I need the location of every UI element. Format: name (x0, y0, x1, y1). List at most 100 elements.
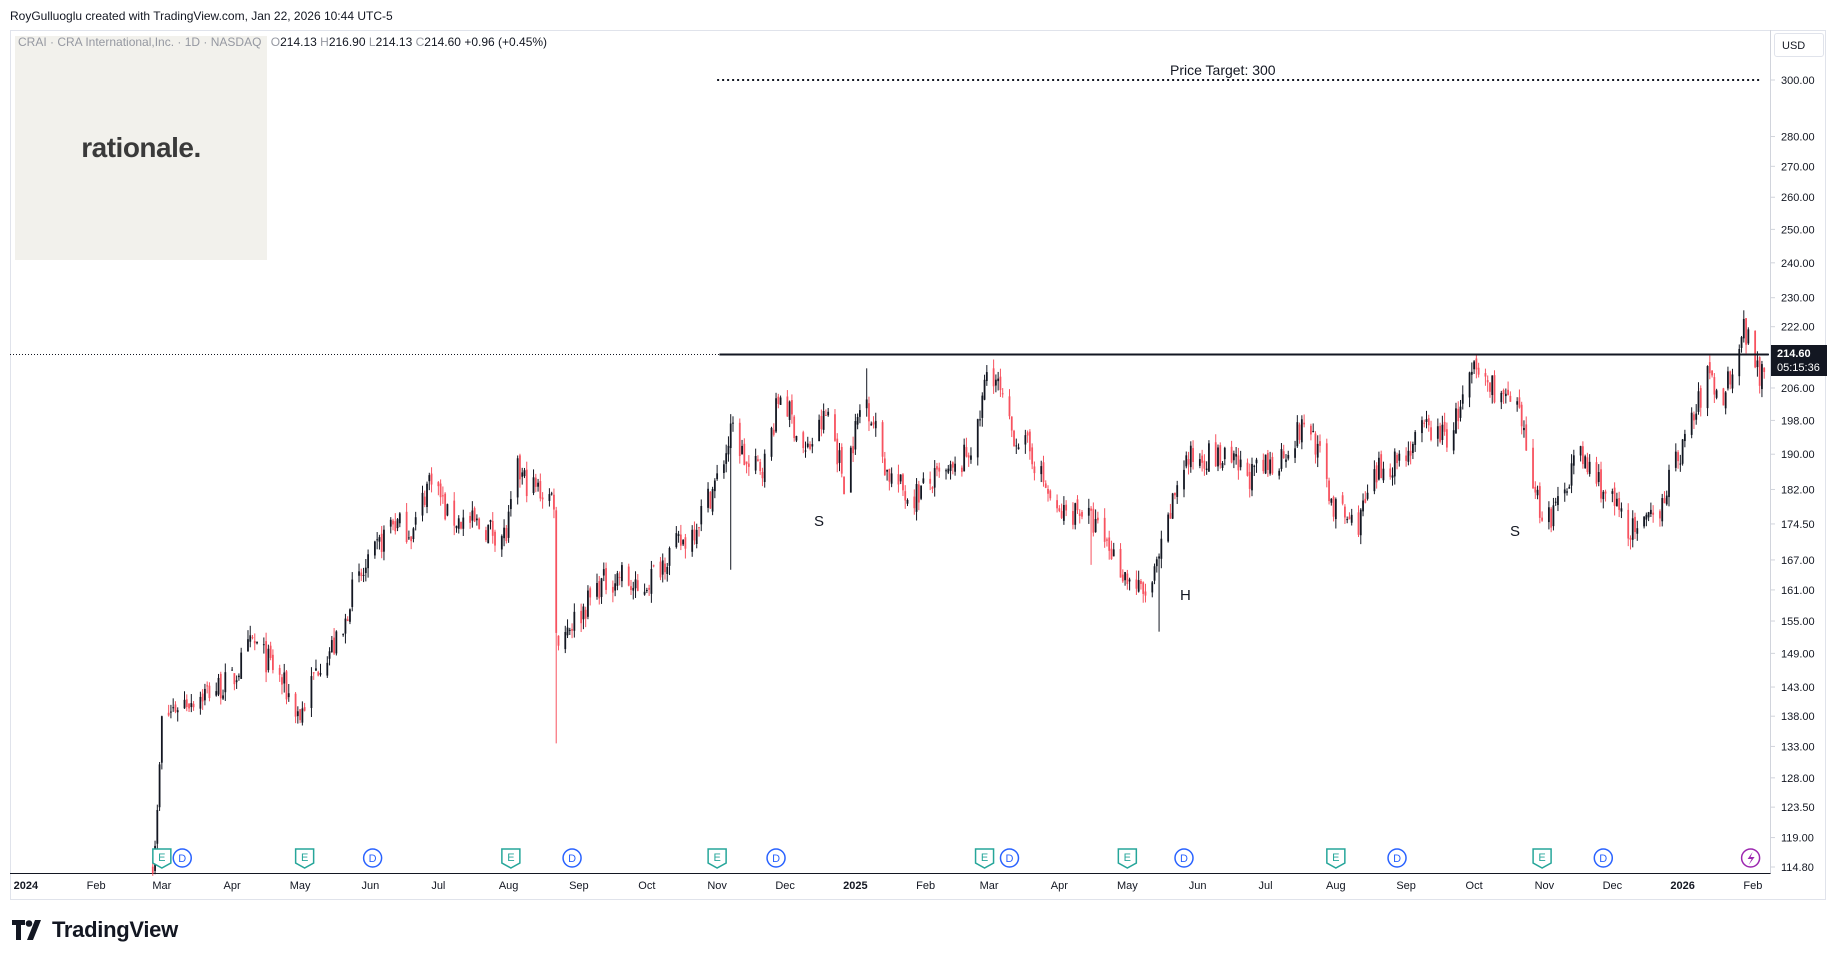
candle-body (770, 427, 773, 457)
head-label: H (1180, 587, 1191, 604)
candle-body (960, 467, 963, 473)
candle-body (278, 668, 281, 675)
candle-body (999, 376, 1002, 391)
candle-body (446, 504, 449, 516)
candle-body (1636, 528, 1639, 534)
candle-body (1754, 331, 1757, 368)
currency-selector[interactable]: USD (1774, 33, 1824, 57)
legend-symbol[interactable]: CRAI · CRA International,Inc. · 1D · NAS… (18, 35, 262, 49)
dividend-icon[interactable]: D (362, 848, 383, 868)
candle-body (516, 458, 519, 498)
candle-body (1359, 509, 1362, 536)
candle-body (222, 695, 224, 699)
candle-body (1246, 462, 1249, 476)
candle-body (1674, 451, 1677, 468)
candle-body (231, 669, 234, 671)
candle-body (283, 672, 286, 684)
candle-body (636, 580, 639, 591)
candle-body (383, 529, 385, 552)
candle-body (1552, 505, 1555, 527)
earnings-marker-glyph: E (158, 852, 165, 864)
dividend-icon[interactable]: D (999, 848, 1020, 868)
candle-body (945, 470, 947, 472)
candle-body (929, 478, 932, 484)
candle-body (1430, 427, 1432, 440)
candle-body (1219, 445, 1222, 466)
candle-body (333, 637, 335, 654)
price-tick-label: 114.80 (1781, 862, 1814, 874)
candle-body (1502, 390, 1505, 395)
price-tick-label: 174.50 (1781, 519, 1815, 531)
earnings-icon[interactable]: E (152, 848, 172, 869)
candle-body (677, 534, 680, 536)
earnings-icon[interactable]: E (1326, 848, 1346, 869)
candle-body (1094, 519, 1097, 533)
candle-body (201, 693, 204, 702)
candle-body (1405, 455, 1408, 461)
candle-body (1600, 469, 1602, 499)
candle-body (852, 446, 855, 454)
earnings-icon[interactable]: E (501, 848, 521, 869)
earnings-icon[interactable]: E (974, 848, 995, 869)
candle-body (1341, 495, 1344, 504)
candle-body (1112, 549, 1115, 557)
price-tick-label: 123.50 (1781, 802, 1815, 814)
price-tick-label: 250.00 (1781, 224, 1815, 236)
legend-low-value: 214.13 (375, 35, 413, 49)
candle-body (843, 477, 845, 495)
earnings-icon[interactable]: E (707, 848, 727, 869)
dividend-icon[interactable]: D (1174, 848, 1194, 868)
dividend-icon[interactable]: D (562, 848, 582, 868)
candle-body (1663, 498, 1666, 504)
candle-body (1611, 491, 1614, 494)
candle-body (1135, 579, 1138, 589)
candle-body (568, 629, 571, 631)
candle-body (947, 468, 950, 473)
price-tick-label: 138.00 (1781, 711, 1815, 723)
dividend-icon[interactable]: D (172, 848, 192, 868)
candle-body (1176, 485, 1179, 497)
candle-body (1106, 539, 1108, 541)
candle-body (795, 436, 798, 441)
candle-body (1076, 499, 1079, 511)
dividend-icon[interactable]: D (1387, 848, 1407, 868)
price-tick-label: 149.00 (1781, 648, 1815, 660)
candle-body (1729, 371, 1732, 385)
candle-body (172, 707, 175, 709)
time-tick-label: 2024 (14, 880, 39, 892)
candle-body (1681, 439, 1684, 464)
candle-body (1103, 517, 1106, 542)
candle-body (1518, 397, 1521, 408)
candle-body (224, 672, 227, 693)
dividend-icon[interactable]: D (766, 848, 786, 868)
candle-body (550, 493, 553, 495)
candle-body (883, 458, 886, 476)
candle-body (616, 573, 619, 586)
candle-body (426, 483, 428, 508)
candle-body (761, 471, 764, 479)
dividend-icon[interactable]: D (1593, 848, 1614, 868)
split-icon[interactable] (1740, 848, 1761, 868)
candle-body (695, 529, 698, 545)
candle-body (963, 444, 966, 472)
earnings-icon[interactable]: E (1117, 848, 1138, 869)
earnings-icon[interactable]: E (294, 848, 315, 869)
candle-body (1203, 460, 1206, 469)
time-tick-label: May (290, 880, 311, 892)
tradingview-logo[interactable]: TradingView (12, 917, 178, 942)
legend-close-value: 214.60 (424, 35, 461, 49)
candle-body (632, 587, 635, 591)
candle-body (1078, 513, 1081, 516)
candle-body (507, 511, 510, 538)
candle-body (265, 641, 268, 673)
candle-body (564, 632, 567, 650)
candle-body (251, 637, 254, 639)
candle-body (247, 639, 249, 652)
candle-body (310, 676, 313, 708)
candle-body (618, 576, 621, 578)
candle-body (428, 475, 431, 482)
candle-body (539, 481, 542, 499)
candle-body (1439, 425, 1442, 442)
earnings-icon[interactable]: E (1532, 848, 1552, 869)
